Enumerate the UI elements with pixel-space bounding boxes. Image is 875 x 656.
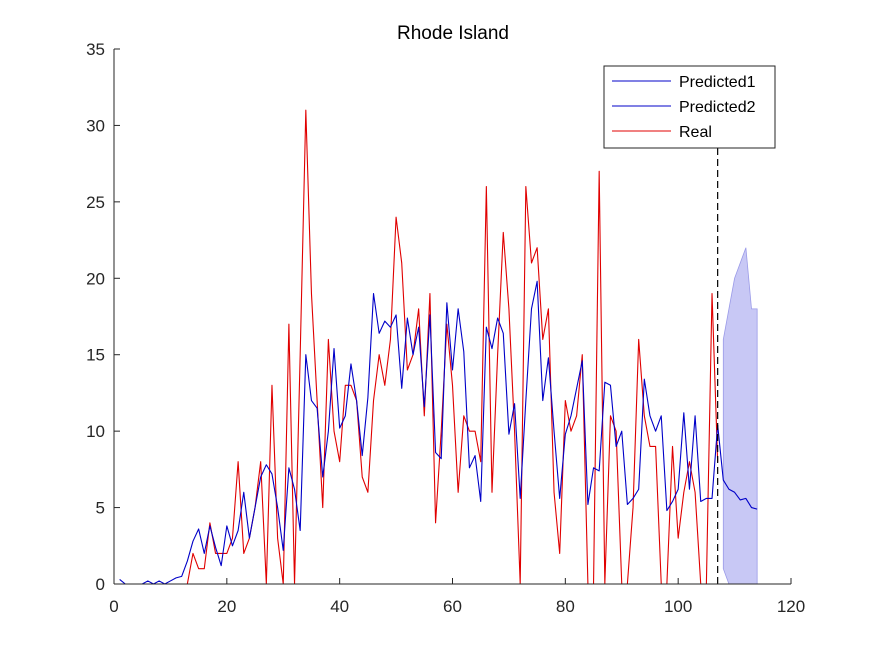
y-tick-label: 10 <box>86 422 105 441</box>
legend: Predicted1 Predicted2 Real <box>603 65 776 149</box>
series-line-real <box>119 109 719 585</box>
y-tick-label: 20 <box>86 269 105 288</box>
chart-title: Rhode Island <box>397 23 509 44</box>
series-lines-layer <box>119 109 758 585</box>
series-line-predicted2 <box>717 424 758 510</box>
x-tick-label: 80 <box>556 597 575 616</box>
legend-label-predicted2: Predicted2 <box>679 99 756 116</box>
legend-label-predicted1: Predicted1 <box>679 74 756 91</box>
legend-box <box>603 65 776 149</box>
x-tick-label: 60 <box>443 597 462 616</box>
y-tick-label: 30 <box>86 116 105 135</box>
y-tick-label: 0 <box>96 575 105 594</box>
legend-label-real: Real <box>679 124 712 141</box>
series-line-predicted1 <box>119 280 719 585</box>
axes-layer: 0 20 40 60 80 100 120 0 5 10 15 20 25 30 35 <box>86 40 805 616</box>
y-tick-label: 5 <box>96 499 105 518</box>
y-tick-label: 35 <box>86 40 105 59</box>
y-tick-label: 25 <box>86 193 105 212</box>
x-tick-label: 120 <box>777 597 805 616</box>
y-tick-label: 15 <box>86 346 105 365</box>
x-tick-label: 100 <box>664 597 692 616</box>
x-tick-label: 0 <box>109 597 118 616</box>
x-tick-label: 40 <box>330 597 349 616</box>
x-tick-label: 20 <box>217 597 236 616</box>
